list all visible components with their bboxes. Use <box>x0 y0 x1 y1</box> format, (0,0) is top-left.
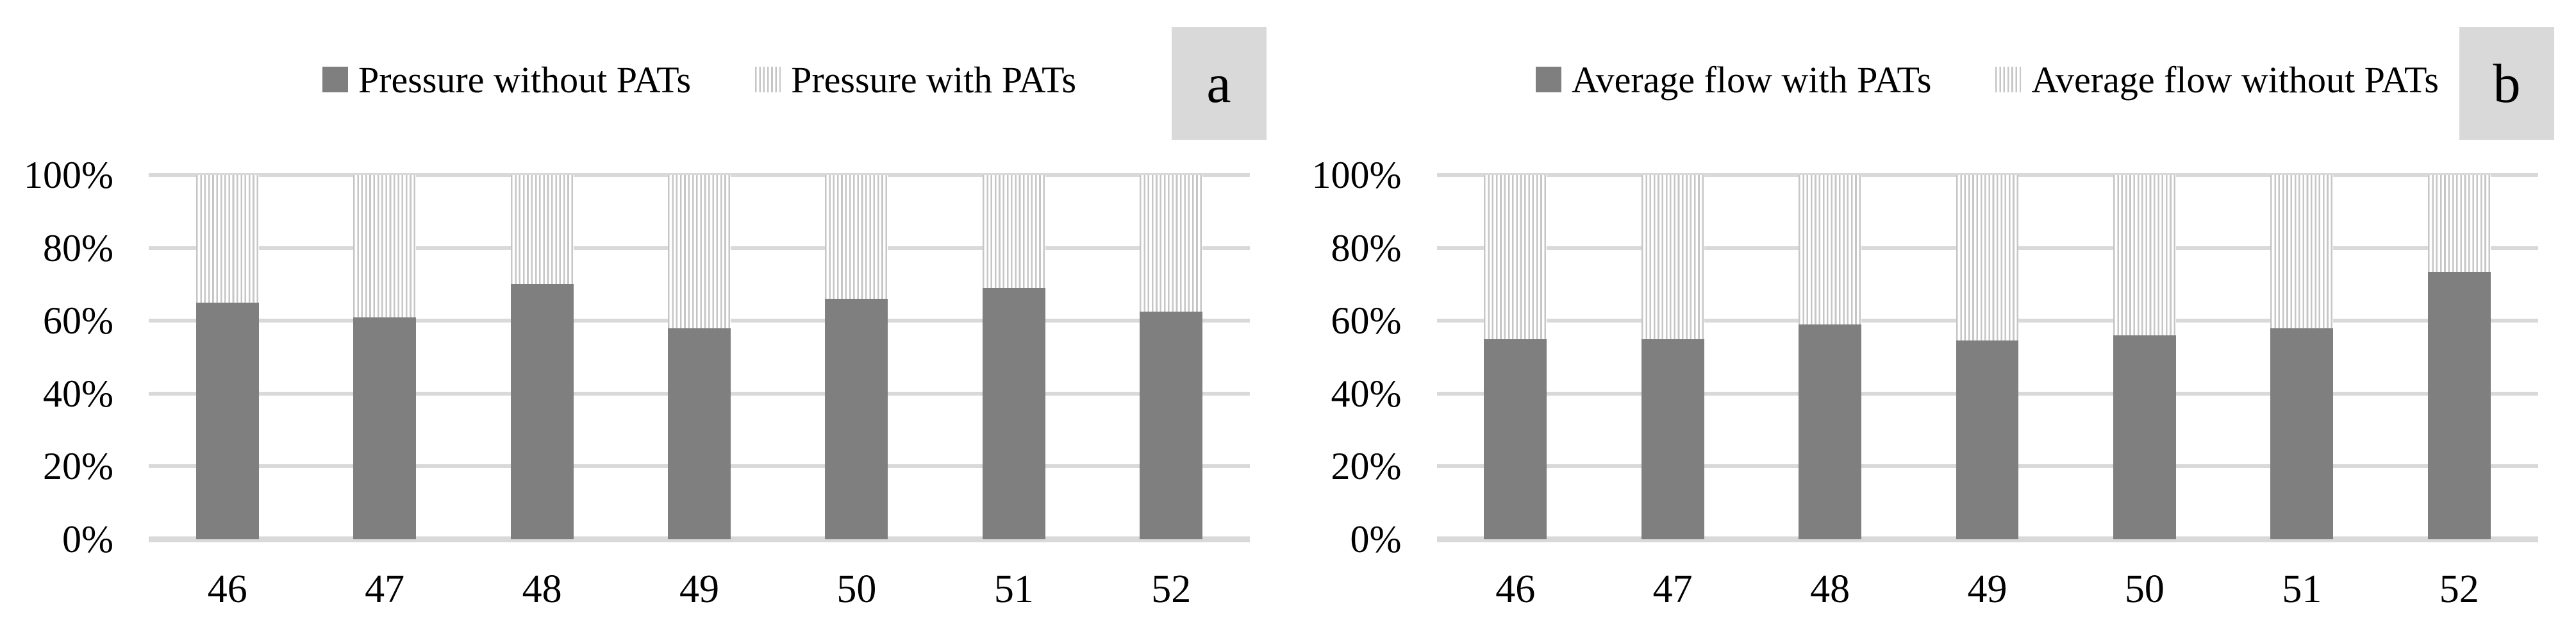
plot-area <box>1436 173 2538 542</box>
bar-48 <box>510 175 574 539</box>
x-axis-line <box>149 536 1250 542</box>
x-axis-tick-label: 52 <box>1151 567 1192 611</box>
bar-segment-solid <box>2270 328 2334 539</box>
bar-46 <box>195 175 259 539</box>
bar-segment-striped <box>2113 175 2176 335</box>
bar-51 <box>2270 175 2334 539</box>
bar-52 <box>1140 175 1203 539</box>
y-axis-tick-label: 0% <box>62 518 113 560</box>
x-axis-tick-label: 49 <box>1967 567 2007 611</box>
bar-segment-striped <box>1799 175 1862 324</box>
bar-49 <box>1956 175 2019 539</box>
legend-swatch-striped-icon <box>755 67 781 92</box>
bar-47 <box>353 175 417 539</box>
x-axis-line <box>1436 536 2538 542</box>
bar-50 <box>825 175 888 539</box>
panel-label-box: b <box>2459 27 2554 140</box>
bar-segment-striped <box>2427 175 2491 272</box>
bar-segment-striped <box>353 175 417 317</box>
panel-label-box: a <box>1171 27 1267 140</box>
x-axis-tick-label: 50 <box>2124 567 2165 611</box>
bar-49 <box>668 175 731 539</box>
y-axis-tick-label: 20% <box>1331 445 1402 488</box>
bar-segment-striped <box>1140 175 1203 312</box>
plot-area <box>149 173 1250 542</box>
x-axis-tick-label: 47 <box>365 567 405 611</box>
legend-item-solid: Average flow with PATs <box>1536 58 1931 101</box>
bar-48 <box>1799 175 1862 539</box>
bar-segment-solid <box>825 299 888 539</box>
bar-segment-striped <box>1484 175 1547 339</box>
bar-segment-striped <box>195 175 259 303</box>
legend-item-solid: Pressure without PATs <box>322 58 691 101</box>
legend-item-striped: Average flow without PATs <box>1995 58 2439 101</box>
x-axis-tick-label: 52 <box>2439 567 2479 611</box>
bar-segment-solid <box>353 317 417 539</box>
y-axis-tick-label: 60% <box>43 299 113 342</box>
bar-segment-striped <box>825 175 888 299</box>
bar-segment-striped <box>510 175 574 285</box>
bar-segment-solid <box>1799 324 1862 539</box>
x-axis-tick-label: 46 <box>1495 567 1536 611</box>
bar-segment-solid <box>510 284 574 539</box>
x-axis-labels: 46 47 48 49 50 51 52 <box>1437 569 2538 621</box>
x-axis-tick-label: 46 <box>207 567 247 611</box>
y-axis-tick-label: 40% <box>43 372 113 415</box>
x-axis-labels: 46 47 48 49 50 51 52 <box>149 569 1250 621</box>
y-axis-tick-label: 0% <box>1350 518 1402 560</box>
legend-label: Pressure with PATs <box>791 58 1077 101</box>
bar-segment-solid <box>1484 339 1547 539</box>
bar-46 <box>1484 175 1547 539</box>
bar-segment-solid <box>1140 312 1203 539</box>
bar-segment-striped <box>1641 175 1704 339</box>
bar-47 <box>1641 175 1704 539</box>
legend-label: Average flow with PATs <box>1572 58 1932 101</box>
y-axis-tick-label: 20% <box>43 445 113 488</box>
y-axis-tick-label: 60% <box>1331 299 1402 342</box>
y-axis-tick-label: 80% <box>43 226 113 269</box>
bar-segment-solid <box>982 288 1045 539</box>
bar-segment-striped <box>1956 175 2019 341</box>
bar-segment-solid <box>1956 340 2019 539</box>
bar-segment-solid <box>195 302 259 539</box>
panel-label: b <box>2493 53 2521 114</box>
legend-item-striped: Pressure with PATs <box>755 58 1076 101</box>
legend-swatch-striped-icon <box>1995 67 2022 92</box>
chart-panel-a: Pressure without PATs Pressure with PATs… <box>0 27 1267 621</box>
x-axis-tick-label: 50 <box>836 567 877 611</box>
x-axis-tick-label: 49 <box>679 567 719 611</box>
bar-segment-solid <box>2113 335 2176 539</box>
legend-label: Pressure without PATs <box>358 58 692 101</box>
y-axis-tick-label: 40% <box>1331 372 1402 415</box>
y-axis-labels: 0% 20% 40% 60% 80% 100% <box>1288 156 1402 558</box>
legend: Average flow with PATs Average flow with… <box>1437 50 2538 109</box>
x-axis-tick-label: 48 <box>1810 567 1850 611</box>
bar-51 <box>982 175 1045 539</box>
y-axis-tick-label: 100% <box>1311 154 1402 196</box>
x-axis-tick-label: 51 <box>2282 567 2322 611</box>
legend-label: Average flow without PATs <box>2031 58 2439 101</box>
legend: Pressure without PATs Pressure with PATs <box>149 50 1250 109</box>
chart-panel-b: Average flow with PATs Average flow with… <box>1288 0 2576 638</box>
y-axis-tick-label: 80% <box>1331 226 1402 269</box>
bar-50 <box>2113 175 2176 539</box>
y-axis-tick-label: 100% <box>24 154 113 196</box>
legend-swatch-solid-icon <box>1536 67 1562 92</box>
legend-swatch-solid-icon <box>322 67 348 92</box>
x-axis-tick-label: 48 <box>522 567 562 611</box>
bar-segment-solid <box>668 328 731 539</box>
bar-segment-striped <box>668 175 731 328</box>
bar-segment-solid <box>1641 339 1704 539</box>
bar-segment-striped <box>2270 175 2334 328</box>
y-axis-labels: 0% 20% 40% 60% 80% 100% <box>0 156 113 558</box>
bar-52 <box>2427 175 2491 539</box>
x-axis-tick-label: 51 <box>993 567 1034 611</box>
panel-label: a <box>1206 53 1231 114</box>
bar-segment-solid <box>2427 271 2491 539</box>
bar-segment-striped <box>982 175 1045 289</box>
x-axis-tick-label: 47 <box>1652 567 1693 611</box>
